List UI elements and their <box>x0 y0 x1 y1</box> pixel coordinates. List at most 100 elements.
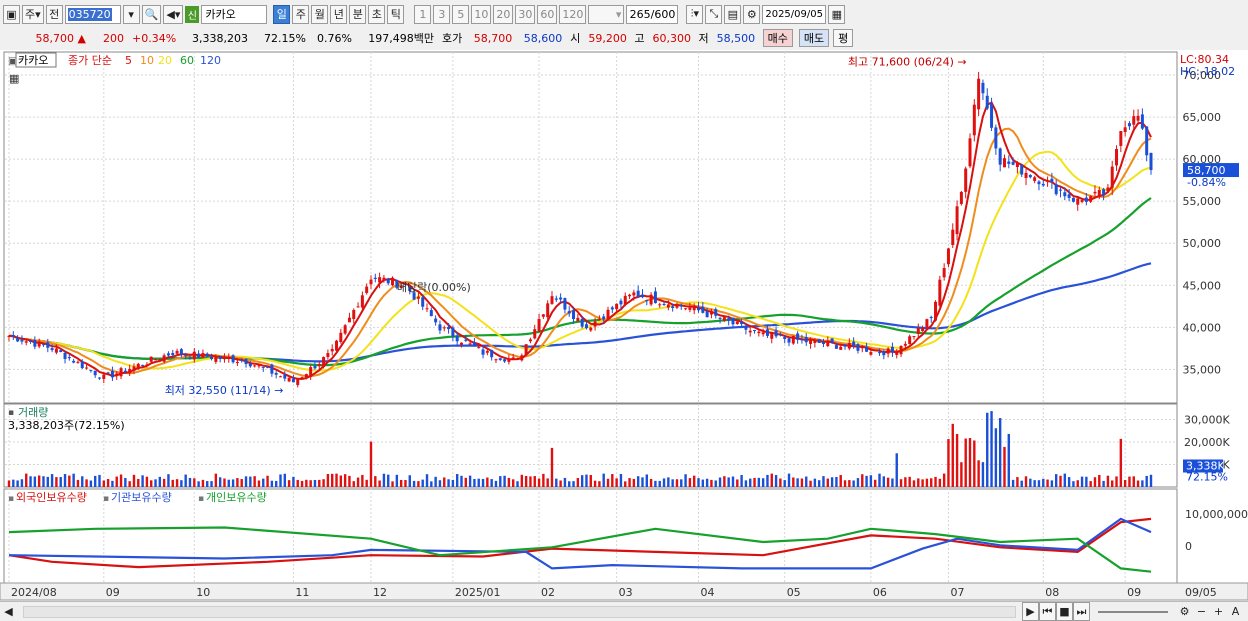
chart-svg[interactable]: 35,000 40,000 45,000 50,000 55,000 60,000 65,0… <box>0 50 1248 603</box>
volume-bar <box>460 475 463 487</box>
volume-bar <box>481 479 485 487</box>
candle-body <box>744 326 748 330</box>
speaker-icon[interactable]: ◀▾ <box>163 4 184 24</box>
volume-bar <box>464 477 467 487</box>
zoom-out-icon[interactable]: − <box>1196 605 1207 618</box>
interval-120-button[interactable]: 120 <box>559 4 587 24</box>
period-select[interactable]: 주 ▾ <box>22 4 44 24</box>
zoom-slider[interactable] <box>1098 610 1168 613</box>
volume-bar <box>753 477 756 487</box>
nav-last-button[interactable]: ⏭ <box>1073 602 1090 621</box>
volume-bar <box>701 479 705 487</box>
gear-icon[interactable]: ⚙ <box>743 4 761 24</box>
interval-10-button[interactable]: 10 <box>471 4 492 24</box>
candle-body <box>886 348 890 354</box>
tools-icon[interactable]: ⚙ <box>1179 605 1190 618</box>
candle-body <box>119 368 123 377</box>
volume-tick-label: 20,000K <box>1184 436 1230 449</box>
period-week-button[interactable]: 주 <box>292 4 310 24</box>
scroll-left-icon[interactable]: ◀ <box>4 605 13 618</box>
interval-20-button[interactable]: 20 <box>493 4 514 24</box>
candle-type-icon[interactable]: ⫶▾ <box>686 4 704 24</box>
calendar-icon[interactable]: ▦ <box>828 4 846 24</box>
date-tick-label: 2024/08 <box>11 586 57 599</box>
candle-body <box>554 298 558 300</box>
volume-bar <box>731 476 735 487</box>
volume-bar <box>593 480 597 487</box>
interval-1-button[interactable]: 1 <box>414 4 432 24</box>
candle-body <box>619 300 623 305</box>
candle-body <box>231 355 235 363</box>
candle-body <box>1106 187 1110 192</box>
search-icon[interactable]: 🔍 <box>141 4 162 24</box>
average-button[interactable]: 평 <box>833 29 854 47</box>
buy-button[interactable]: 매수 <box>762 29 793 47</box>
axes: 35,000 40,000 45,000 50,000 55,000 60,000 65,0… <box>11 69 1248 599</box>
interval-3-button[interactable]: 3 <box>433 4 451 24</box>
layout-icon[interactable]: ▣ <box>3 4 20 24</box>
candle-body <box>244 359 248 365</box>
sell-button[interactable]: 매도 <box>798 29 830 47</box>
volume-bar <box>882 476 886 487</box>
nav-first-button[interactable]: ⏮ <box>1039 602 1056 621</box>
period-label: 주 <box>25 8 36 21</box>
interval-dropdown-icon[interactable]: ▾ <box>588 4 625 24</box>
candle-body <box>257 365 261 367</box>
stock-name-field[interactable]: 카카오 <box>201 4 268 24</box>
volume-bar <box>761 478 765 487</box>
volume-bar <box>322 479 325 487</box>
horizontal-scrollbar[interactable] <box>23 605 1016 618</box>
volume-bar <box>430 481 433 487</box>
candle-body <box>722 317 726 321</box>
count-value: 265 <box>629 7 651 21</box>
candle-body <box>309 367 313 377</box>
volume-bar <box>279 474 282 487</box>
candle-body <box>537 319 541 332</box>
draw-tool-icon[interactable]: ⤡ <box>705 4 723 24</box>
candle-body <box>201 353 205 358</box>
volume-bar <box>658 480 661 487</box>
volume-bar <box>490 479 493 487</box>
period-month-button[interactable]: 월 <box>311 4 329 24</box>
volume-bar <box>589 475 592 487</box>
period-day-button[interactable]: 일 <box>273 4 291 24</box>
volume-bar <box>141 475 144 487</box>
period-year-button[interactable]: 년 <box>330 4 348 24</box>
volume-bar <box>236 478 239 487</box>
code-input[interactable]: 035720 <box>64 4 121 24</box>
volume-bar <box>434 476 437 487</box>
candle-body <box>563 298 567 310</box>
volume-bar <box>636 476 640 487</box>
volume-bar <box>736 479 739 487</box>
candle-body <box>697 307 701 311</box>
period-second-button[interactable]: 초 <box>368 4 386 24</box>
volume-bar <box>253 476 256 487</box>
save-icon[interactable]: ▤ <box>724 4 742 24</box>
chart-area[interactable]: 35,000 40,000 45,000 50,000 55,000 60,000 65,0… <box>0 50 1248 603</box>
nav-next-button[interactable]: ▶ <box>1022 602 1039 621</box>
volume-bar <box>542 473 545 487</box>
zoom-in-icon[interactable]: + <box>1213 605 1224 618</box>
candle-body <box>1123 127 1127 133</box>
candle-body <box>11 335 15 337</box>
period-minute-button[interactable]: 분 <box>349 4 367 24</box>
candle-body <box>688 307 692 310</box>
volume-bar <box>33 476 37 487</box>
candle-body <box>895 352 899 355</box>
interval-30-button[interactable]: 30 <box>515 4 536 24</box>
font-size-icon[interactable]: A <box>1231 605 1240 618</box>
date-field[interactable]: 2025/09/05 <box>762 4 827 24</box>
volume-bar <box>899 479 903 487</box>
candle-body <box>468 343 472 345</box>
volume-bar <box>150 480 153 487</box>
nav-stop-button[interactable]: ■ <box>1056 602 1073 621</box>
candle-body <box>511 357 515 359</box>
interval-60-button[interactable]: 60 <box>537 4 558 24</box>
interval-5-button[interactable]: 5 <box>452 4 470 24</box>
prev-button[interactable]: 전 <box>45 4 63 24</box>
code-dropdown-icon[interactable]: ▾ <box>122 4 140 24</box>
period-tick-button[interactable]: 틱 <box>387 4 405 24</box>
candle-body <box>972 104 976 136</box>
volume-bar <box>1106 475 1110 487</box>
count-field[interactable]: 265/600 <box>626 4 679 24</box>
